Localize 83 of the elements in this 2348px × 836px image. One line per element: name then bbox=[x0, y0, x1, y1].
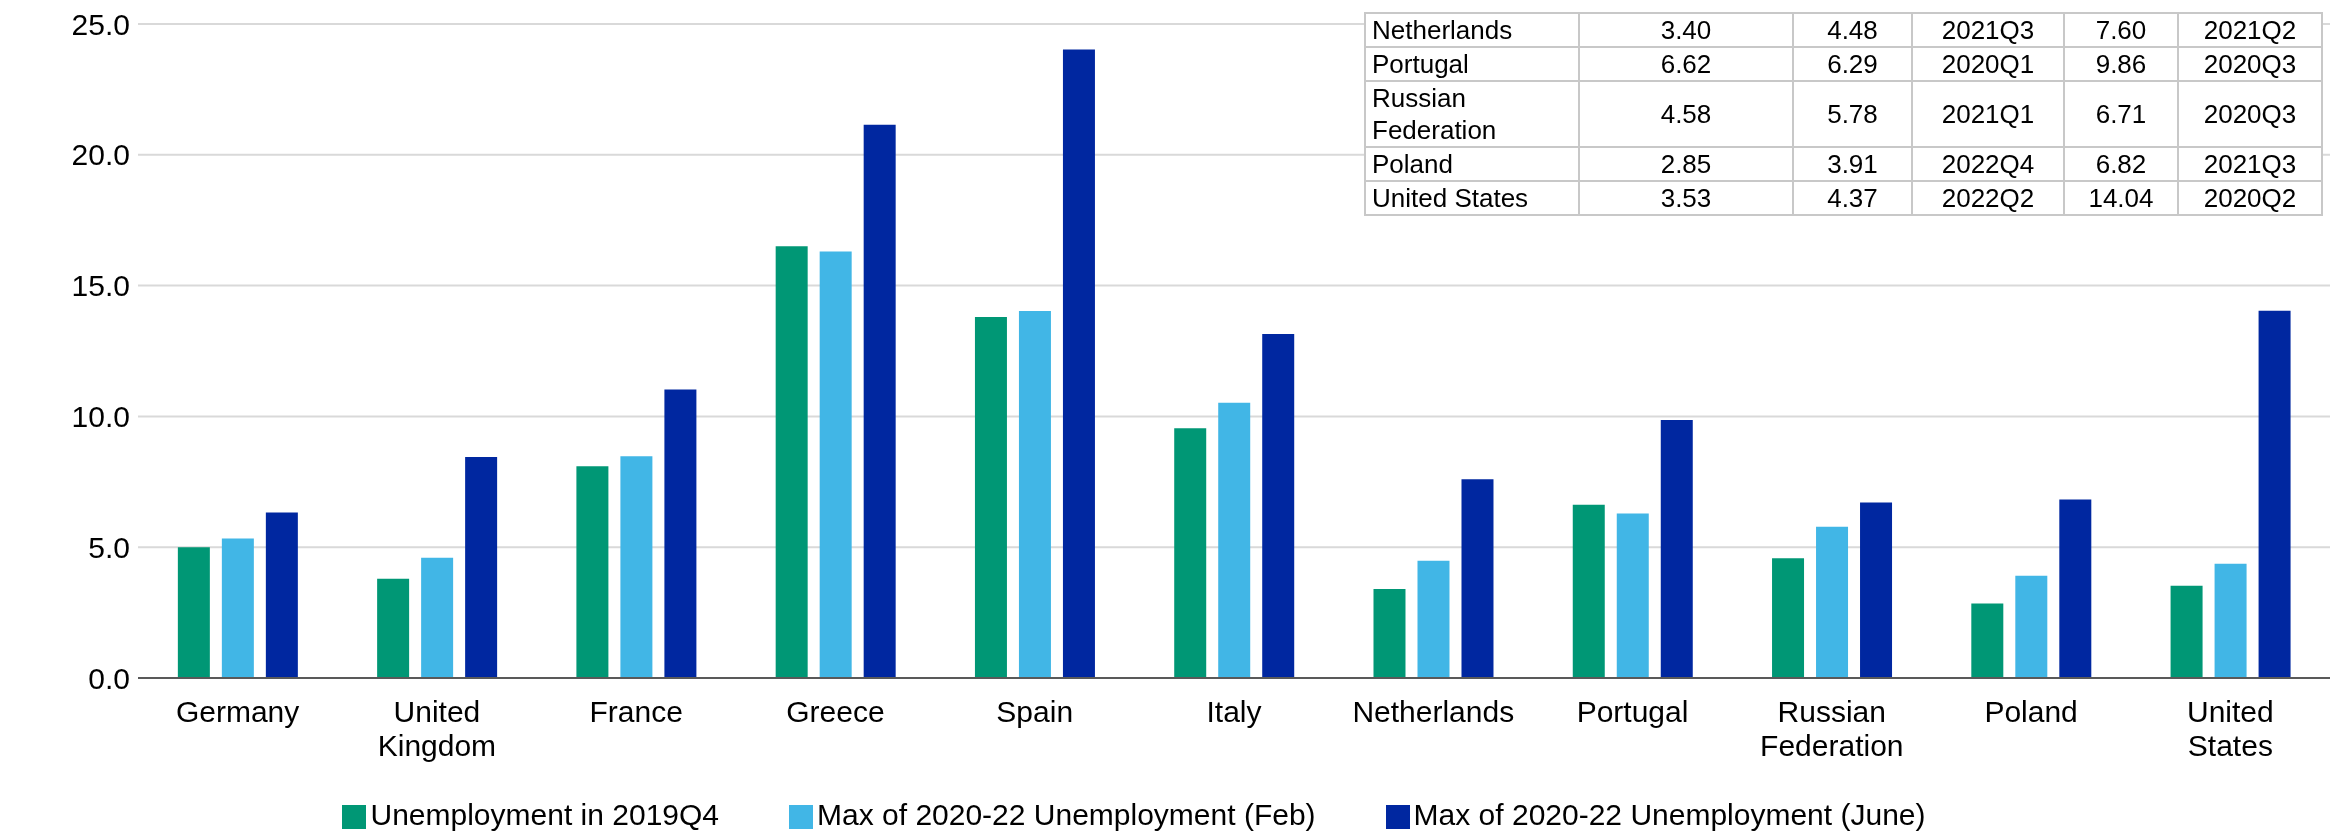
legend-label: Unemployment in 2019Q4 bbox=[370, 798, 720, 831]
bar bbox=[465, 456, 498, 678]
x-tick-label: Italy bbox=[1206, 695, 1262, 728]
annotation: 7.60 bbox=[2064, 13, 2178, 47]
annotation: 2021Q3 bbox=[1912, 13, 2064, 47]
bar bbox=[1373, 589, 1406, 678]
bar bbox=[1018, 310, 1051, 678]
x-tick-label: Spain bbox=[996, 695, 1074, 728]
bar bbox=[620, 456, 653, 678]
bar bbox=[221, 538, 254, 678]
x-tick-label: Poland bbox=[1984, 695, 2078, 728]
bar bbox=[775, 246, 808, 678]
bar bbox=[576, 466, 609, 678]
bar bbox=[1816, 526, 1849, 678]
bar bbox=[1262, 334, 1295, 678]
annotation: 2020Q3 bbox=[2178, 81, 2322, 147]
x-tick-label: Russian Federation bbox=[1760, 695, 1904, 762]
y-tick-label: 15.0 bbox=[71, 269, 130, 303]
annotation: 2021Q1 bbox=[1912, 81, 2064, 147]
bar bbox=[377, 578, 410, 678]
annotation: 6.62 bbox=[1579, 47, 1793, 81]
bar bbox=[1461, 479, 1494, 678]
x-tick-label: France bbox=[589, 695, 683, 728]
annotation: Russian Federation bbox=[1372, 82, 1498, 146]
bar bbox=[863, 124, 896, 678]
annotation: 2021Q3 bbox=[2178, 147, 2322, 181]
x-tick-label: Netherlands bbox=[1352, 695, 1515, 728]
bar bbox=[819, 251, 852, 678]
annotation: 2020Q2 bbox=[2178, 181, 2322, 215]
x-tick-label: Germany bbox=[175, 695, 300, 728]
bar bbox=[974, 316, 1007, 678]
annotation: 4.37 bbox=[1793, 181, 1912, 215]
bar bbox=[177, 547, 210, 678]
annotation: 5.78 bbox=[1793, 81, 1912, 147]
y-tick-label: 0.0 bbox=[88, 661, 130, 695]
bar bbox=[2015, 575, 2048, 678]
annotation: 2021Q2 bbox=[2178, 13, 2322, 47]
bar bbox=[1572, 504, 1605, 678]
bar bbox=[2214, 563, 2247, 678]
bar bbox=[664, 389, 697, 678]
bar bbox=[1062, 49, 1095, 678]
bar bbox=[1174, 428, 1207, 678]
annotation: Poland bbox=[1365, 147, 1579, 181]
x-tick-label: United States bbox=[2187, 695, 2274, 762]
annotation: Netherlands bbox=[1365, 13, 1579, 47]
annotation: 2.85 bbox=[1579, 147, 1793, 181]
y-tick-label: 5.0 bbox=[88, 530, 130, 564]
bar bbox=[1660, 420, 1693, 678]
bar bbox=[2170, 585, 2203, 678]
x-tick-label: Greece bbox=[786, 695, 885, 728]
legend-label: Max of 2020-22 Unemployment (Feb) bbox=[817, 798, 1316, 831]
annotation: Portugal bbox=[1365, 47, 1579, 81]
bar bbox=[1971, 603, 2004, 678]
annotation: United States bbox=[1365, 181, 1579, 215]
bar bbox=[1616, 513, 1649, 678]
annotation: 4.48 bbox=[1793, 13, 1912, 47]
annotation: 3.53 bbox=[1579, 181, 1793, 215]
annotation: 3.40 bbox=[1579, 13, 1793, 47]
bar bbox=[1860, 502, 1893, 678]
y-tick-label: 10.0 bbox=[71, 400, 130, 434]
annotation: 4.58 bbox=[1579, 81, 1793, 147]
bar bbox=[1772, 558, 1805, 678]
x-tick-label: United Kingdom bbox=[377, 695, 497, 762]
bar bbox=[1417, 560, 1450, 678]
annotation: 6.29 bbox=[1793, 47, 1912, 81]
annotation: 9.86 bbox=[2064, 47, 2178, 81]
annotation: 2020Q3 bbox=[2178, 47, 2322, 81]
annotation: 6.71 bbox=[2064, 81, 2178, 147]
y-tick-label: 20.0 bbox=[71, 138, 130, 172]
bar bbox=[2059, 499, 2092, 678]
bar bbox=[265, 512, 298, 678]
bar bbox=[2258, 310, 2291, 678]
legend-label: Max of 2020-22 Unemployment (June) bbox=[1413, 798, 1926, 831]
x-tick-label: Portugal bbox=[1576, 695, 1689, 728]
bar bbox=[1218, 402, 1251, 678]
annotation: 14.04 bbox=[2064, 181, 2178, 215]
annotation: 2022Q4 bbox=[1912, 147, 2064, 181]
annotation: 2022Q2 bbox=[1912, 181, 2064, 215]
y-tick-label: 25.0 bbox=[71, 7, 130, 41]
annotation: 3.91 bbox=[1793, 147, 1912, 181]
bar bbox=[421, 557, 454, 678]
annotation: 2020Q1 bbox=[1912, 47, 2064, 81]
annotation: 6.82 bbox=[2064, 147, 2178, 181]
